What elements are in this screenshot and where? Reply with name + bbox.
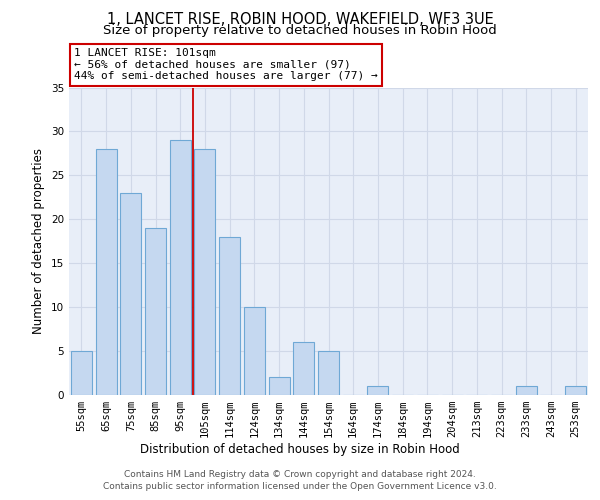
Text: Size of property relative to detached houses in Robin Hood: Size of property relative to detached ho… (103, 24, 497, 37)
Bar (145, 228, 166, 395)
Bar (516, 386, 537, 395)
Bar (367, 386, 388, 395)
Text: 1 LANCET RISE: 101sqm
← 56% of detached houses are smaller (97)
44% of semi-deta: 1 LANCET RISE: 101sqm ← 56% of detached … (74, 48, 378, 82)
Text: Contains HM Land Registry data © Crown copyright and database right 2024.: Contains HM Land Registry data © Crown c… (124, 470, 476, 479)
Text: 1, LANCET RISE, ROBIN HOOD, WAKEFIELD, WF3 3UE: 1, LANCET RISE, ROBIN HOOD, WAKEFIELD, W… (107, 12, 493, 28)
Bar (318, 351, 339, 395)
Bar (244, 307, 265, 395)
Bar (120, 193, 141, 395)
Bar (71, 351, 92, 395)
Bar (565, 386, 586, 395)
Y-axis label: Number of detached properties: Number of detached properties (32, 148, 46, 334)
Text: Contains public sector information licensed under the Open Government Licence v3: Contains public sector information licen… (103, 482, 497, 491)
Bar (194, 149, 215, 395)
Bar (170, 140, 191, 395)
Bar (95, 149, 116, 395)
Text: Distribution of detached houses by size in Robin Hood: Distribution of detached houses by size … (140, 442, 460, 456)
Bar (219, 237, 240, 395)
Bar (293, 342, 314, 395)
Bar (269, 378, 290, 395)
